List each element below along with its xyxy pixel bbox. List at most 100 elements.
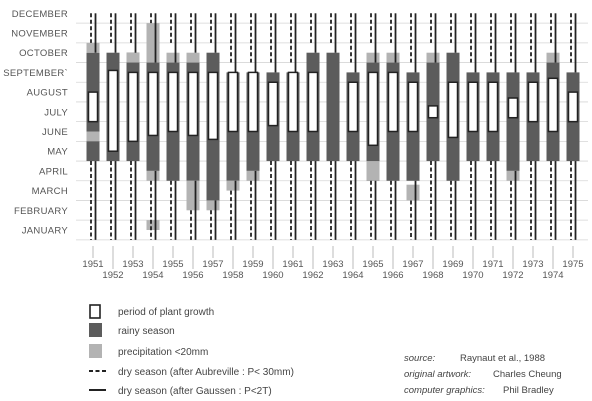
year-column-1967 [406, 13, 420, 240]
plant-growth-box [427, 105, 439, 119]
year-label: 1973 [522, 259, 543, 270]
year-label: 1969 [442, 259, 463, 270]
year-label: 1971 [482, 259, 503, 270]
month-label: SEPTEMBER` [3, 68, 68, 79]
plant-growth-box [147, 71, 159, 137]
year-column-1961 [286, 13, 300, 240]
plant-growth-box [367, 71, 379, 147]
year-label: 1956 [182, 270, 203, 281]
plant-growth-box [547, 77, 559, 133]
precip-bar [166, 52, 180, 63]
year-column-1956 [186, 13, 200, 240]
year-label: 1953 [122, 259, 143, 270]
month-label: MARCH [32, 186, 68, 197]
plant-growth-box [207, 71, 219, 141]
rainy-season-bar [326, 52, 340, 162]
plant-growth-box [447, 81, 459, 139]
precip-bar [146, 220, 160, 230]
year-column-1962 [306, 13, 320, 240]
credits: source: Raynaut et al., 1988 original ar… [404, 353, 562, 396]
year-column-1965 [366, 13, 380, 240]
source-value: Raynaut et al., 1988 [460, 353, 545, 364]
year-label: 1960 [262, 270, 283, 281]
year-label: 1951 [82, 259, 103, 270]
plant-growth-box [287, 71, 299, 133]
year-column-1966 [386, 13, 400, 240]
precip-bar [246, 170, 260, 181]
month-label: OCTOBER [19, 48, 68, 59]
year-column-1951 [86, 13, 100, 240]
precip-bar [406, 184, 420, 201]
year-label: 1959 [242, 259, 263, 270]
legend-aubreville-label: dry season (after Aubreville : P< 30mm) [118, 367, 294, 378]
graphics-label: computer graphics: [404, 385, 485, 396]
year-column-1973 [526, 13, 540, 240]
year-label: 1952 [102, 270, 123, 281]
month-label: JANUARY [22, 226, 69, 237]
plant-growth-box [87, 91, 99, 123]
year-columns [86, 13, 580, 240]
month-label: MAY [47, 147, 68, 158]
year-label: 1962 [302, 270, 323, 281]
rainy-season-bar [506, 72, 520, 171]
precip-bar [386, 52, 400, 63]
year-column-1970 [466, 13, 480, 240]
legend-precip-label: precipitation <20mm [118, 347, 208, 358]
legend-growth-label: period of plant growth [118, 307, 214, 318]
precip-bar [366, 161, 380, 181]
year-label: 1954 [142, 270, 163, 281]
year-label: 1975 [562, 259, 583, 270]
year-label: 1968 [422, 270, 443, 281]
legend-growth-swatch [89, 304, 101, 319]
year-column-1959 [246, 13, 260, 240]
year-column-1974 [546, 13, 560, 240]
year-column-1958 [226, 13, 240, 240]
plant-growth-box [127, 71, 139, 143]
year-column-1969 [446, 13, 460, 240]
year-column-1954 [146, 13, 160, 240]
legend-precip-swatch [89, 344, 102, 358]
year-column-1964 [346, 13, 360, 240]
precip-bar [366, 52, 380, 63]
precip-bar [86, 131, 100, 142]
month-label: JULY [44, 107, 68, 118]
plant-growth-box [347, 81, 359, 133]
year-label: 1974 [542, 270, 563, 281]
year-label: 1963 [322, 259, 343, 270]
plant-growth-box [247, 71, 259, 133]
artwork-value: Charles Cheung [493, 369, 562, 380]
year-column-1975 [566, 13, 580, 240]
legend-rainy-label: rainy season [118, 326, 175, 337]
year-column-1972 [506, 13, 520, 240]
year-column-1952 [106, 13, 120, 240]
plant-growth-box [487, 81, 499, 133]
graphics-value: Phil Bradley [503, 385, 554, 396]
precip-bar [206, 200, 220, 211]
precip-bar [186, 52, 200, 63]
year-column-1971 [486, 13, 500, 240]
plant-growth-box [467, 81, 479, 133]
legend-gaussen-label: dry season (after Gaussen : P<2T) [118, 386, 272, 397]
year-column-1960 [266, 13, 280, 240]
precip-bar [146, 170, 160, 181]
plant-growth-box [107, 69, 119, 152]
year-label: 1958 [222, 270, 243, 281]
year-label: 1970 [462, 270, 483, 281]
year-label: 1972 [502, 270, 523, 281]
month-axis: JANUARY FEBRUARY MARCH APRIL MAY JUNE JULY AUGU… [3, 9, 68, 237]
plant-growth-box [187, 71, 199, 137]
precip-bar [226, 180, 240, 191]
year-label: 1965 [362, 259, 383, 270]
artwork-label: original artwork: [404, 369, 471, 380]
year-label: 1957 [202, 259, 223, 270]
plant-growth-box [407, 81, 419, 133]
month-label: DECEMBER [12, 9, 68, 20]
plant-growth-box [227, 71, 239, 133]
precip-bar [186, 180, 200, 211]
plant-growth-box [167, 71, 179, 133]
year-column-1953 [126, 13, 140, 240]
year-column-1968 [426, 13, 440, 240]
year-column-1957 [206, 13, 220, 240]
precip-bar [146, 23, 160, 63]
precip-bar [426, 52, 440, 63]
